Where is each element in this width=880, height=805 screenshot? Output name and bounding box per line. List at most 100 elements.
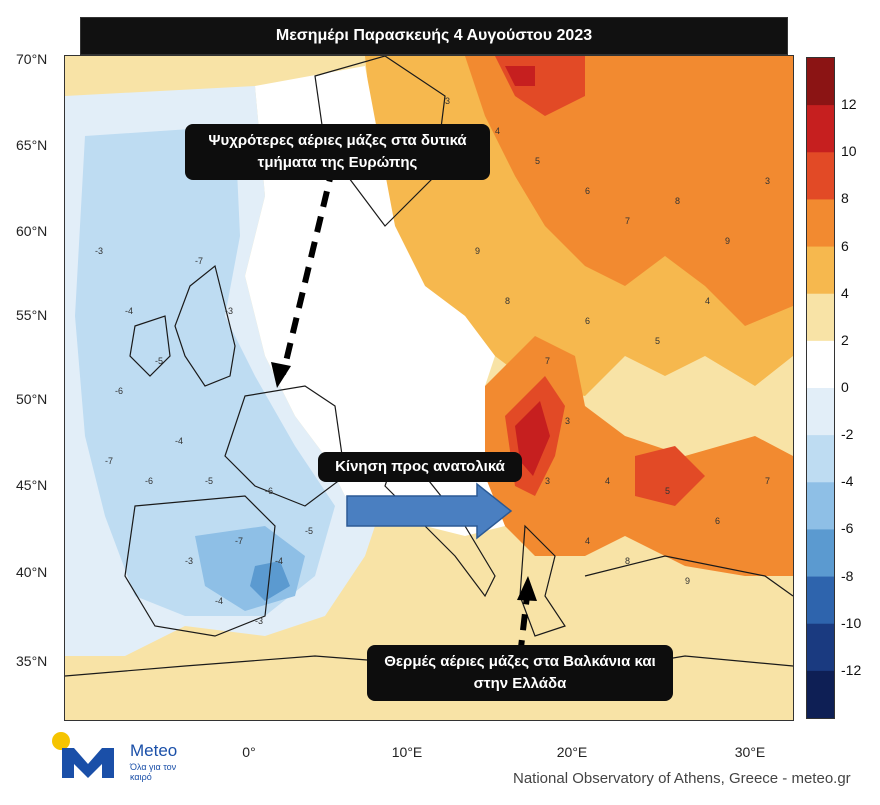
legend-label: 2 [841, 331, 849, 348]
contour-label: -5 [205, 476, 214, 486]
east-callout-line1: Θερμές αέριες μάζες στα Βαλκάνια και [384, 653, 656, 670]
legend-label: -12 [841, 661, 862, 678]
legend-swatch [807, 670, 834, 718]
great-britain-outline [174, 264, 236, 387]
color-scale-bar [806, 57, 835, 719]
west-cold-callout: Ψυχρότερες αέριες μάζες στα δυτικά τμήμα… [185, 124, 490, 180]
contour-label: 3 [445, 96, 451, 106]
west-callout-line1: Ψυχρότερες αέριες μάζες στα δυτικά [208, 132, 467, 149]
eastward-movement-arrow [346, 482, 513, 540]
contour-label: -3 [185, 556, 194, 566]
contour-label: 7 [545, 356, 551, 366]
contour-label: 3 [765, 176, 771, 186]
warm-field-balkans-10 [515, 401, 550, 476]
contour-label: 9 [685, 576, 691, 586]
neutral-field [245, 66, 505, 536]
contour-label: 3 [565, 416, 571, 426]
map-title-text: Μεσημέρι Παρασκευής 4 Αυγούστου 2023 [275, 27, 593, 44]
logo-name: Meteo [130, 741, 178, 760]
warm-field-10-north [505, 66, 535, 86]
lon-label-20e: 20°E [556, 744, 588, 760]
cold-field-4 [75, 126, 335, 616]
legend-label: -10 [841, 614, 862, 631]
east-callout-line2: στην Ελλάδα [473, 675, 567, 692]
legend-swatches [807, 58, 834, 718]
contour-label: -7 [105, 456, 114, 466]
contour-label: 5 [535, 156, 541, 166]
legend-swatch [807, 435, 834, 483]
anomaly-map: -3 -4 -5 -6 -7 -3 -4 -5 -6 -7 -3 -4 -5 -6 -7 -3 -4 3 4 5 6 7 8… [64, 55, 794, 721]
lat-label-45: 45°N [16, 477, 48, 493]
contour-label: 8 [505, 296, 511, 306]
contour-label: 5 [665, 486, 671, 496]
legend-swatch [807, 152, 834, 200]
legend-label: 10 [841, 143, 857, 160]
contour-label: -4 [275, 556, 284, 566]
legend-label: -2 [841, 426, 854, 443]
legend-swatch [807, 199, 834, 248]
legend-label: 8 [841, 190, 849, 207]
anatolia-outline [584, 555, 793, 597]
lat-label-40: 40°N [16, 564, 48, 580]
contour-label: 4 [495, 126, 501, 136]
lat-label-65: 65°N [16, 137, 48, 153]
contour-label: -4 [215, 596, 224, 606]
contour-label: 6 [585, 316, 591, 326]
contour-label: -6 [115, 386, 124, 396]
contour-label: 7 [765, 476, 771, 486]
contour-label: 5 [655, 336, 661, 346]
contour-label: 6 [715, 516, 721, 526]
contour-label: 4 [585, 536, 591, 546]
legend-swatch [807, 105, 834, 153]
legend-swatch [807, 529, 834, 578]
contour-label: 4 [705, 296, 711, 306]
lon-label-10e: 10°E [391, 744, 423, 760]
contour-label: 9 [475, 246, 481, 256]
footer-credit: National Observatory of Athens, Greece -… [513, 770, 851, 787]
movement-callout: Κίνηση προς ανατολικά [318, 452, 522, 482]
legend-swatch [807, 246, 834, 295]
legend-swatch [807, 293, 834, 342]
contour-label: 9 [725, 236, 731, 246]
contour-label: 7 [625, 216, 631, 226]
legend-label: 6 [841, 237, 849, 254]
legend-swatch [807, 482, 834, 530]
lon-label-0: 0° [242, 744, 256, 760]
legend-label: 0 [841, 379, 849, 395]
lat-label-60: 60°N [16, 223, 48, 239]
contour-label: -5 [305, 526, 314, 536]
logo-tagline: Όλα για τον καιρό [130, 762, 177, 782]
legend-label: 12 [841, 96, 857, 113]
warm-field-6 [465, 56, 793, 326]
movement-callout-text: Κίνηση προς ανατολικά [335, 458, 505, 475]
contour-label: -7 [235, 536, 244, 546]
contour-label: -6 [145, 476, 154, 486]
france-outline [224, 385, 346, 507]
legend-swatch [807, 388, 834, 436]
contour-label: -4 [175, 436, 184, 446]
lat-label-70: 70°N [16, 51, 48, 67]
contour-label: -3 [95, 246, 104, 256]
contour-label: 8 [625, 556, 631, 566]
west-dashed-arrow [280, 165, 336, 375]
east-arrow-head [517, 576, 537, 601]
east-warm-callout: Θερμές αέριες μάζες στα Βαλκάνια και στη… [367, 645, 673, 701]
lat-label-50: 50°N [16, 391, 48, 407]
west-arrow-head [271, 362, 291, 388]
iberia-outline [124, 495, 276, 637]
lat-label-35: 35°N [16, 653, 48, 669]
contour-label: 6 [585, 186, 591, 196]
contour-label: -5 [155, 356, 164, 366]
map-title: Μεσημέρι Παρασκευής 4 Αυγούστου 2023 [80, 17, 788, 55]
lon-label-30e: 30°E [734, 744, 766, 760]
contour-label: -3 [225, 306, 234, 316]
contour-label: -4 [125, 306, 134, 316]
warm-field-anatolia-8 [635, 446, 705, 506]
contour-label: 8 [675, 196, 681, 206]
contour-label: -6 [265, 486, 274, 496]
legend-label: -8 [841, 567, 854, 584]
contour-label: 4 [605, 476, 611, 486]
ireland-outline [129, 315, 171, 377]
contour-label: -3 [255, 616, 264, 626]
